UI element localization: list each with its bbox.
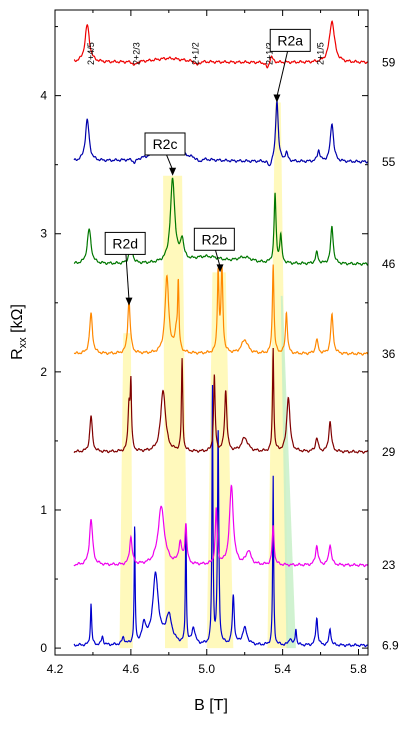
annotation-label: R2a <box>277 32 303 48</box>
temperature-label: 36 <box>382 347 396 361</box>
annotation-arrowhead-R2d <box>125 297 133 306</box>
annotation-arrowhead-R2b <box>216 264 224 273</box>
annotation-arrow-R2c <box>166 154 174 170</box>
annotation-box-R2a <box>269 28 311 52</box>
axes: 4.2 4.6 5.0 5.4 5.8 0 1 2 3 4 <box>40 10 368 676</box>
annotation-arrow-R2b <box>215 250 221 267</box>
x-axis-title: B [T] <box>194 697 228 714</box>
annotation-label: R2d <box>112 235 138 251</box>
y-axis-title: Rxx [kΩ] <box>9 304 29 360</box>
y-axis-title-unit: [kΩ] <box>9 304 26 337</box>
fraction-labels: 2+4/5 2+2/3 2+1/2 2+1/3 2+1/5 <box>86 42 326 65</box>
y-axis-title-main: R <box>9 348 26 360</box>
annotation-arrow-R2d <box>125 254 130 300</box>
fraction-label: 2+1/2 <box>190 42 200 65</box>
fraction-label: 2+1/3 <box>264 42 274 65</box>
temperature-label: 59 <box>382 55 396 69</box>
y-axis-title-sub: xx <box>17 337 29 349</box>
series-line-29 <box>73 347 369 454</box>
series-line-36 <box>73 264 369 356</box>
annotation-arrow-R2a <box>276 51 289 97</box>
temperature-label: 29 <box>382 445 396 459</box>
x-tick-label: 4.2 <box>47 662 64 676</box>
shaded-band-4 <box>280 295 296 649</box>
fraction-label: 2+1/5 <box>316 42 326 65</box>
series-group <box>73 20 369 648</box>
shaded-band-0 <box>119 333 133 649</box>
annotation-arrowhead-R2a <box>273 94 281 103</box>
annotation-label: R2c <box>153 136 178 152</box>
y-tick-label: 4 <box>40 89 47 103</box>
series-line-23 <box>73 484 369 568</box>
temperature-label: 23 <box>382 558 396 572</box>
temperature-labels: 6.9 23 29 36 46 55 59 <box>382 55 399 652</box>
x-tick-label: 5.0 <box>198 662 215 676</box>
annotation-box-R2c <box>144 132 186 156</box>
y-tick-label: 3 <box>40 227 47 241</box>
y-tick-label: 1 <box>40 503 47 517</box>
temperature-label: 6.9 <box>382 638 399 652</box>
plot-frame <box>54 9 369 656</box>
series-line-59 <box>73 20 369 69</box>
temperature-label: 55 <box>382 155 396 169</box>
annotation-box-R2d <box>104 231 146 255</box>
shaded-band-1 <box>163 175 188 649</box>
temperature-label: 46 <box>382 257 396 271</box>
fraction-label: 2+2/3 <box>132 42 142 65</box>
y-tick-label: 0 <box>40 641 47 655</box>
x-tick-label: 5.8 <box>350 662 367 676</box>
x-tick-label: 4.6 <box>123 662 140 676</box>
series-line-46 <box>73 177 369 266</box>
annotations: R2a R2b R2c R2d <box>104 28 311 306</box>
y-tick-label: 2 <box>40 365 47 379</box>
fraction-label: 2+4/5 <box>86 42 96 65</box>
annotation-arrowhead-R2c <box>169 167 177 176</box>
series-line-55 <box>73 100 369 167</box>
series-line-6.9 <box>73 384 368 648</box>
annotation-label: R2b <box>202 231 228 247</box>
annotation-box-R2b <box>193 227 235 251</box>
x-tick-label: 5.4 <box>274 662 291 676</box>
